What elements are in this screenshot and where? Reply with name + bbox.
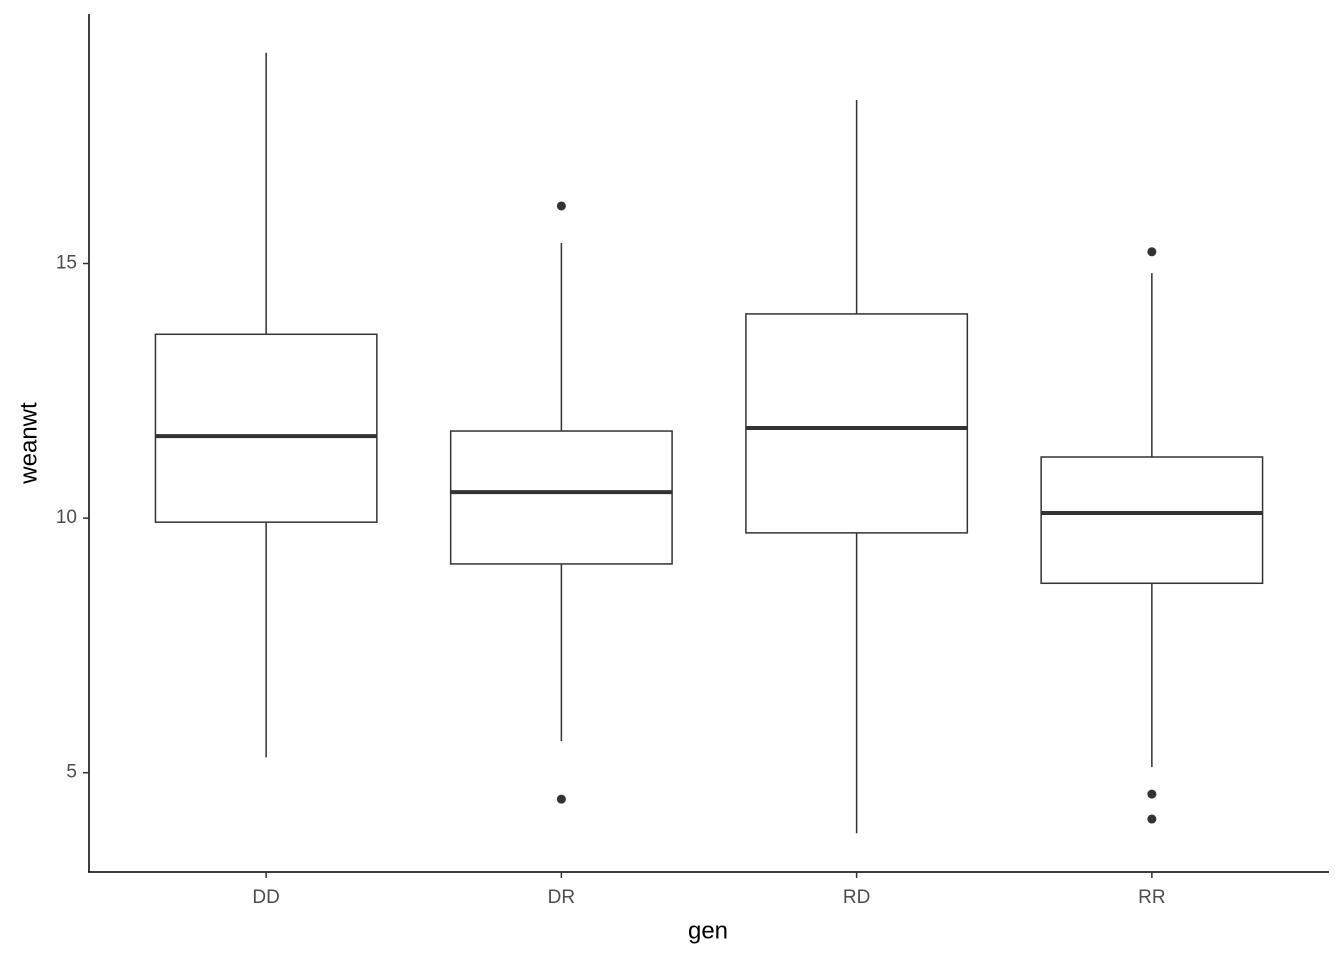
box (1040, 456, 1264, 585)
y-axis-title: weanwt (15, 402, 42, 485)
box (154, 333, 378, 523)
outlier (1147, 247, 1157, 257)
y-tick-label: 15 (56, 253, 77, 274)
y-tick-label: 10 (56, 507, 77, 528)
x-axis-title: gen (688, 917, 728, 944)
x-tick-label: RR (1138, 887, 1165, 908)
outlier (556, 201, 566, 211)
box (745, 313, 969, 534)
x-tick-label: DD (252, 887, 279, 908)
outlier (1147, 789, 1157, 799)
x-tick-label: RD (843, 887, 870, 908)
outlier (1147, 814, 1157, 824)
outlier (556, 794, 566, 804)
x-tick-label: DR (548, 887, 575, 908)
box (449, 430, 673, 565)
y-tick-label: 5 (66, 762, 77, 783)
